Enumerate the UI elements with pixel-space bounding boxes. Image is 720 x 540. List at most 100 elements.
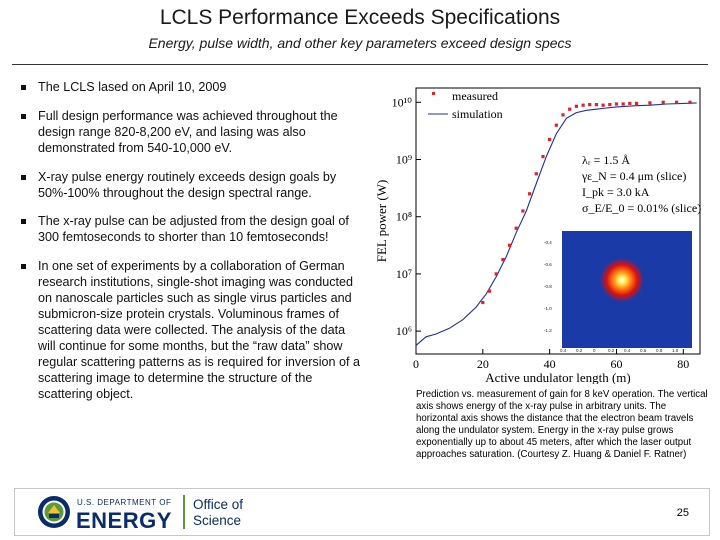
measured-point	[521, 209, 525, 213]
bullet-item: The x-ray pulse can be adjusted from the…	[14, 214, 366, 246]
measured-point	[648, 101, 652, 105]
inset-y-label: -0.6	[544, 262, 552, 267]
measured-point	[614, 102, 619, 106]
bullet-square-icon	[21, 113, 26, 119]
measured-point	[568, 107, 572, 111]
measured-point	[487, 289, 492, 293]
chart-legend: measured simulation	[428, 89, 503, 121]
measured-series	[481, 100, 692, 305]
measured-point	[561, 113, 565, 117]
fel-power-chart: 0 20 40 60 80 10⁶ 10⁷ 10⁸ 10⁹ 10¹⁰ Active undula…	[374, 87, 701, 384]
inset-y-label: -0.4	[544, 240, 552, 245]
inset-x-label: 0.2	[576, 348, 583, 353]
measured-point	[628, 101, 632, 105]
y-axis-ticks: 10⁶ 10⁷ 10⁸ 10⁹ 10¹⁰	[392, 95, 421, 338]
inset-x-label: 0.4	[560, 348, 567, 353]
bullet-text: The LCLS lased on April 10, 2009	[38, 80, 227, 94]
chart-annotation: λᵣ = 1.5 Å γε_N = 0.4 μm (slice) I_pk = …	[581, 153, 701, 215]
inset-y-label: -1.2	[544, 328, 552, 333]
bullet-square-icon	[21, 264, 26, 270]
inset-x-labels: 0.4 0.2 0 0.2 0.4 0.6 0.8 1.0	[560, 348, 679, 353]
x-tick-label: 40	[544, 357, 556, 371]
inset-x-label: 0.4	[624, 348, 631, 353]
inset-y-label: -0.8	[544, 284, 552, 289]
logo-divider	[183, 495, 185, 529]
doe-department-text: U.S. DEPARTMENT OF	[77, 498, 172, 507]
annotation-emittance: γε_N = 0.4 μm (slice)	[581, 169, 686, 183]
slide-title: LCLS Performance Exceeds Specifications	[159, 6, 561, 29]
measured-point	[581, 103, 585, 107]
y-tick-label: 10⁶	[396, 324, 412, 338]
bullet-text: The x-ray pulse can be adjusted from the…	[38, 214, 349, 245]
annotation-peak-current: I_pk = 3.0 kA	[582, 185, 650, 199]
measured-point	[514, 226, 518, 230]
bullet-text: X-ray pulse energy routinely exceeds des…	[38, 169, 337, 200]
x-axis-ticks: 0 20 40 60 80	[413, 349, 689, 371]
inset-beam-spot	[600, 258, 644, 302]
inset-x-label: 1.0	[672, 348, 679, 353]
doe-seal-icon	[38, 496, 70, 528]
figure-caption: Prediction vs. measurement of gain for 8…	[416, 389, 708, 460]
measured-point	[548, 137, 552, 142]
bullet-item: Full design performance was achieved thr…	[14, 109, 366, 157]
x-tick-label: 0	[413, 357, 419, 371]
measured-point	[528, 192, 532, 196]
measured-point	[501, 258, 505, 262]
measured-point	[554, 123, 558, 127]
bullet-item: The LCLS lased on April 10, 2009	[14, 80, 366, 96]
measured-point	[594, 103, 598, 107]
y-tick-label: 10⁸	[396, 210, 412, 224]
title-divider	[12, 64, 708, 65]
slide-subtitle: Energy, pulse width, and other key param…	[148, 35, 572, 51]
measured-point	[675, 100, 679, 104]
bullet-column: The LCLS lased on April 10, 2009 Full de…	[14, 80, 366, 415]
x-axis-label: Active undulator length (m)	[485, 370, 631, 384]
measured-point	[494, 272, 498, 276]
bullet-item: In one set of experiments by a collabora…	[14, 259, 366, 402]
inset-y-labels: -0.4 -0.6 -0.8 -1.0 -1.2	[544, 240, 552, 333]
inset-x-label: 0.2	[608, 348, 615, 353]
measured-point	[541, 155, 545, 159]
measured-point	[634, 101, 639, 105]
bullet-text: In one set of experiments by a collabora…	[38, 259, 361, 401]
y-tick-label: 10¹⁰	[392, 95, 413, 109]
bullet-text: Full design performance was achieved thr…	[38, 108, 338, 155]
office-text: Office of	[193, 497, 244, 512]
measured-point	[688, 100, 692, 104]
bullet-square-icon	[21, 219, 26, 225]
measured-point	[601, 103, 605, 107]
measured-point	[534, 172, 538, 176]
legend-simulation-label: simulation	[452, 107, 503, 121]
science-text: Science	[193, 513, 242, 528]
office-of-science-logo: Office of Science	[193, 497, 243, 529]
doe-energy-wordmark: ENERGY	[76, 508, 172, 533]
simulation-series-line	[415, 102, 697, 346]
measured-point	[621, 102, 625, 106]
scattering-inset: -0.4 -0.6 -0.8 -1.0 -1.2 0.4 0.2 0 0.2 0…	[544, 231, 692, 353]
x-tick-label: 60	[610, 357, 622, 371]
x-tick-label: 20	[477, 357, 489, 371]
bullet-square-icon	[21, 174, 26, 180]
measured-point	[661, 100, 665, 104]
bullet-item: X-ray pulse energy routinely exceeds des…	[14, 170, 366, 202]
inset-x-label: 0.6	[640, 348, 647, 353]
y-axis-label: FEL power (W)	[374, 180, 389, 263]
page-number: 25	[676, 507, 689, 519]
bullet-square-icon	[21, 85, 26, 90]
measured-point	[588, 103, 592, 107]
measured-point	[481, 300, 485, 305]
measured-point	[608, 103, 612, 107]
footer-bar: U.S. DEPARTMENT OF ENERGY Office of Scie…	[14, 488, 710, 536]
bullet-list: The LCLS lased on April 10, 2009 Full de…	[14, 80, 366, 402]
inset-y-label: -1.0	[544, 306, 552, 311]
y-tick-label: 10⁷	[396, 267, 412, 281]
legend-measured-label: measured	[452, 89, 498, 103]
measured-point	[574, 104, 578, 108]
inset-x-label: 0.8	[656, 348, 663, 353]
y-tick-label: 10⁹	[396, 153, 412, 167]
annotation-wavelength: λᵣ = 1.5 Å	[582, 153, 630, 167]
inset-x-label: 0	[593, 348, 596, 353]
x-tick-label: 80	[677, 357, 689, 371]
legend-measured-marker	[432, 92, 435, 95]
annotation-energy-spread: σ_E/E_0 = 0.01% (slice)	[582, 201, 701, 215]
